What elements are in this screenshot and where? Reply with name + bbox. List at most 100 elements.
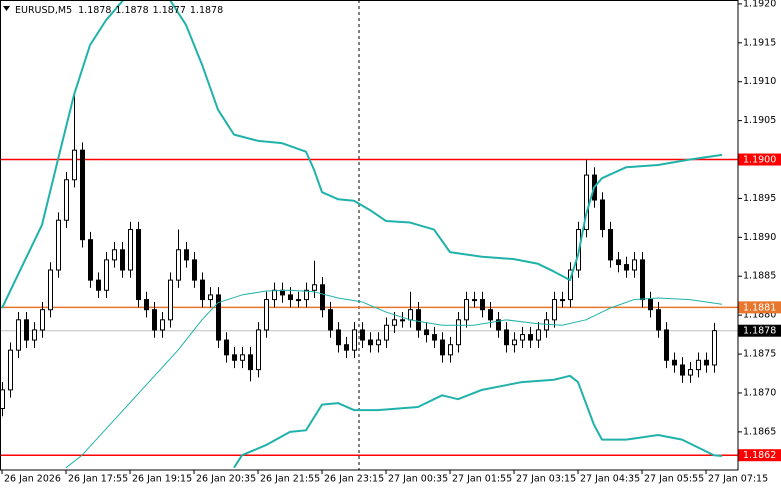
candle-body: [296, 299, 301, 302]
candle-body: [240, 354, 245, 361]
plot-frame: [0, 0, 739, 471]
chart-header: EURUSD,M5 1.1878 1.1878 1.1877 1.1878: [15, 5, 223, 16]
candle-body: [256, 329, 261, 371]
candle-body: [232, 354, 237, 361]
candle-body: [712, 330, 717, 366]
candle-body: [600, 199, 605, 231]
candle-body: [520, 334, 525, 341]
candle-body: [432, 334, 437, 341]
y-tick-label: 1.1880: [743, 310, 776, 321]
candle-body: [640, 259, 645, 301]
candle-body: [384, 324, 389, 341]
x-tick-label: 27 Jan 07:15: [708, 474, 768, 485]
x-tick-label: 26 Jan 20:35: [196, 474, 256, 485]
candle-body: [400, 319, 405, 322]
candle-body: [584, 174, 589, 231]
candle-body: [480, 299, 485, 311]
candle-body: [160, 319, 165, 331]
y-tick-label: 1.1905: [743, 115, 776, 126]
candle-body: [344, 344, 349, 351]
level-label: 1.1881: [743, 302, 776, 313]
current-price-label: 1.1878: [743, 326, 776, 337]
level-label: 1.1900: [743, 155, 776, 166]
candle-body: [472, 299, 477, 302]
candle-body: [664, 329, 669, 361]
band-line: [1, 0, 723, 309]
candle-body: [624, 264, 629, 271]
candle-body: [200, 279, 205, 301]
candle-body: [512, 339, 517, 346]
level-label: 1.1862: [743, 450, 776, 461]
candle-body: [488, 309, 493, 321]
candle-body: [152, 309, 157, 331]
candle-body: [304, 289, 309, 301]
candle-body: [272, 289, 277, 301]
candle-body: [184, 249, 189, 261]
y-tick-label: 1.1870: [743, 387, 776, 398]
x-tick-label: 26 Jan 17:55: [68, 474, 128, 485]
x-tick-label: 27 Jan 04:35: [580, 474, 640, 485]
level-label-box: [738, 301, 781, 314]
candle-body: [680, 364, 685, 376]
candle-body: [16, 319, 21, 351]
candle-body: [320, 284, 325, 311]
candle-body: [24, 319, 29, 341]
candle-body: [32, 329, 37, 341]
candle-body: [408, 309, 413, 321]
candle-body: [48, 269, 53, 311]
candle-body: [112, 249, 117, 261]
y-tick-label: 1.1920: [743, 0, 776, 9]
candle-body: [544, 319, 549, 331]
candle-body: [264, 299, 269, 331]
candle-body: [120, 249, 125, 271]
candle-body: [560, 299, 565, 302]
levels: [0, 158, 738, 456]
symbol: EURUSD,M5: [15, 5, 72, 16]
candle-body: [528, 334, 533, 341]
candle-body: [688, 369, 693, 376]
candle-body: [672, 359, 677, 366]
candle-body: [504, 329, 509, 346]
candle-body: [616, 259, 621, 266]
candle-body: [368, 339, 373, 346]
header-close: 1.1878: [190, 5, 223, 16]
candle-body: [440, 339, 445, 356]
candle-body: [456, 319, 461, 346]
candle-body: [216, 294, 221, 341]
level-label-box: [738, 449, 781, 462]
candle-body: [360, 329, 365, 341]
y-tick-label: 1.1865: [743, 426, 776, 437]
candle-body: [224, 339, 229, 356]
candle-body: [40, 309, 45, 331]
x-tick-label: 27 Jan 01:55: [452, 474, 512, 485]
header-open: 1.1878: [78, 5, 111, 16]
candle-body: [656, 309, 661, 331]
candle-body: [352, 329, 357, 351]
y-tick-label: 1.1875: [743, 349, 776, 360]
bands: [1, 0, 723, 469]
candle-body: [464, 299, 469, 321]
menu-arrow[interactable]: [3, 6, 10, 11]
y-tick-label: 1.1915: [743, 37, 776, 48]
y-tick-label: 1.1890: [743, 232, 776, 243]
candle-body: [552, 299, 557, 321]
x-tick-label: 27 Jan 00:35: [388, 474, 448, 485]
band-line: [65, 289, 723, 469]
candle-body: [448, 344, 453, 356]
candle-body: [192, 259, 197, 281]
candle-body: [648, 299, 653, 311]
candle-body: [144, 299, 149, 311]
current-price-box: [738, 324, 781, 337]
y-tick-label: 1.1895: [743, 193, 776, 204]
x-tick-label: 26 Jan 19:15: [132, 474, 192, 485]
candle-body: [568, 269, 573, 301]
candle-body: [376, 339, 381, 346]
x-tick-label: 26 Jan 21:55: [260, 474, 320, 485]
candle-body: [336, 329, 341, 346]
candle-body: [64, 179, 69, 221]
candle-body: [96, 279, 101, 291]
candle-body: [176, 249, 181, 281]
candle-body: [208, 294, 213, 301]
